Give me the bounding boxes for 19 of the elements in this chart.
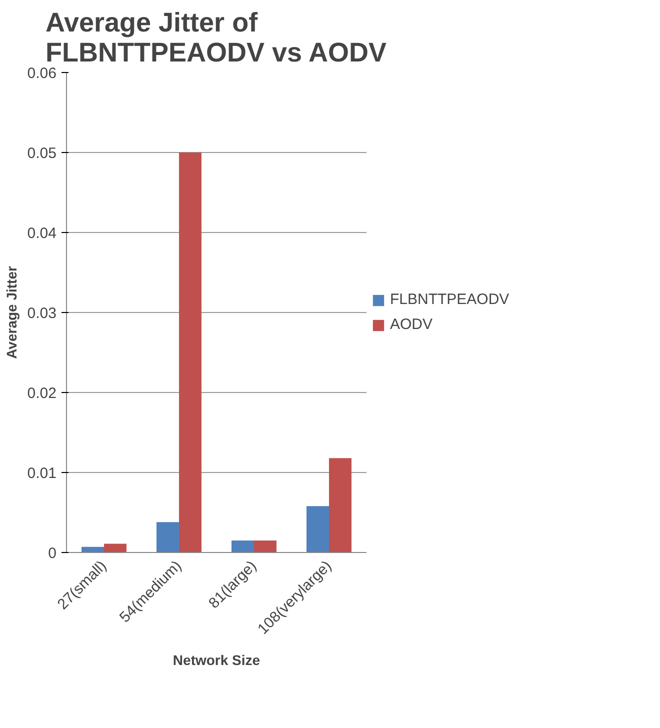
y-tick-label: 0.04 bbox=[27, 225, 57, 242]
legend-label: AODV bbox=[390, 316, 433, 333]
bar bbox=[179, 152, 202, 552]
bar bbox=[104, 544, 126, 552]
bar bbox=[329, 458, 352, 552]
y-tick-label: 0 bbox=[48, 545, 56, 562]
bar bbox=[156, 522, 179, 552]
x-axis-title: Network Size bbox=[172, 652, 260, 668]
bar bbox=[254, 540, 276, 552]
bar bbox=[232, 540, 254, 552]
y-axis-title: Average Jitter bbox=[3, 266, 20, 359]
y-tick-label: 0.06 bbox=[27, 65, 57, 82]
legend-label: FLBNTTPEAODV bbox=[390, 291, 510, 308]
bar bbox=[306, 506, 329, 552]
chart-title: Average Jitter of FLBNTTPEAODV vs AODV bbox=[45, 8, 387, 68]
y-tick-label: 0.02 bbox=[27, 385, 57, 402]
y-tick-label: 0.03 bbox=[27, 305, 57, 322]
y-tick-label: 0.05 bbox=[27, 145, 57, 162]
y-tick-label: 0.01 bbox=[27, 465, 57, 482]
